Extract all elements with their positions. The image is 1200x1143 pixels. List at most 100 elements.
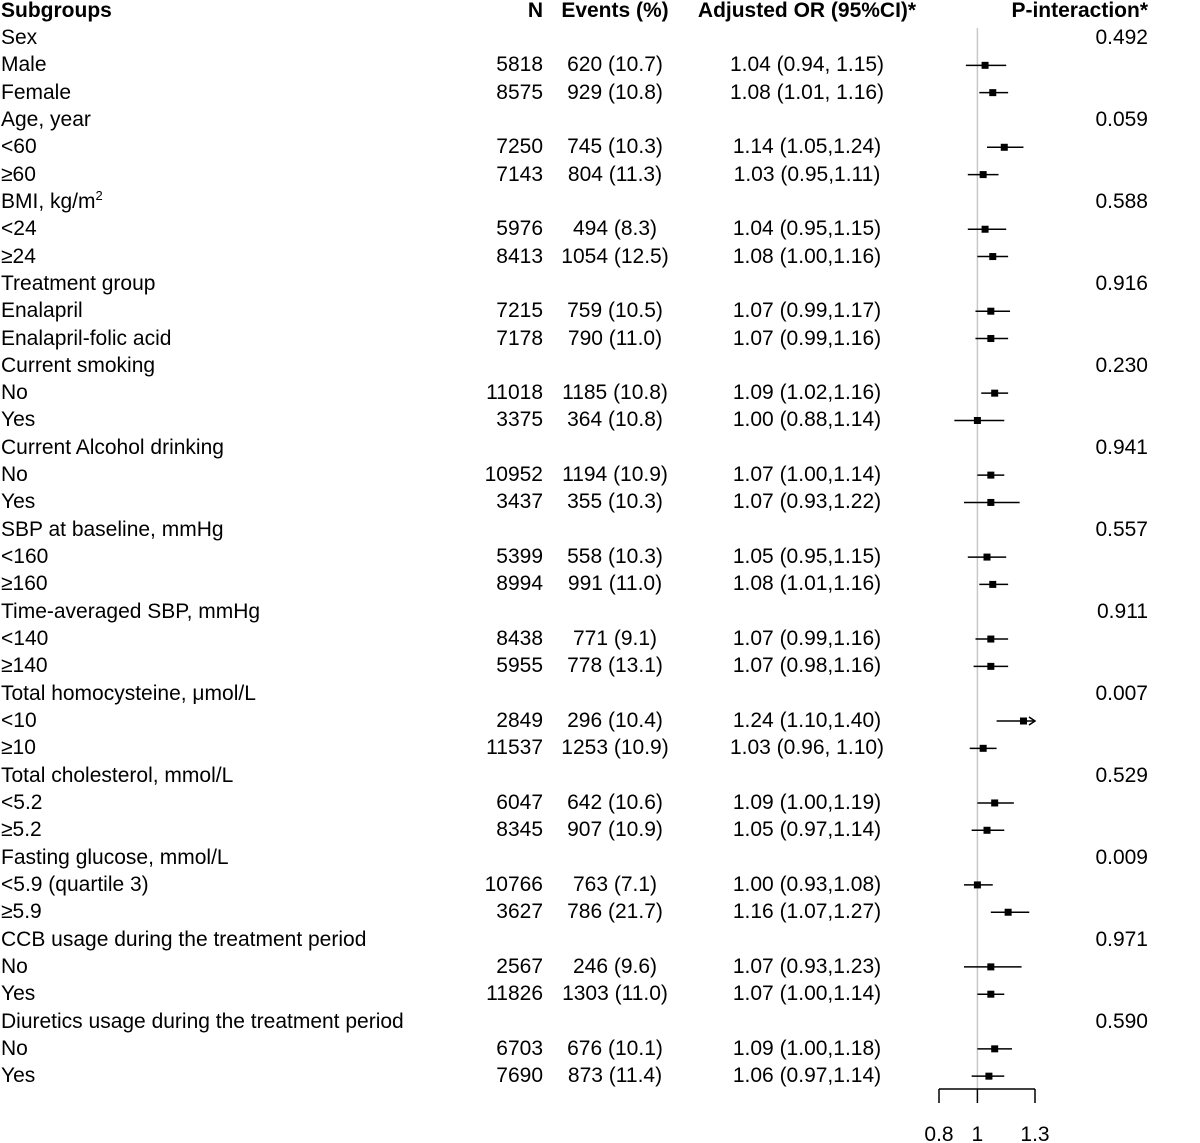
group-label: Total homocysteine, μmol/L (1, 681, 256, 705)
point-estimate (985, 1072, 993, 1080)
or-ci-value: 1.24 (1.10,1.40) (732, 709, 882, 732)
events-value: 771 (9.1) (572, 627, 658, 651)
or-ci-value: 1.08 (1.00,1.16) (732, 244, 882, 268)
n-value: 7250 (496, 135, 543, 159)
group-label: Current Alcohol drinking (1, 435, 224, 459)
group-label: SBP at baseline, mmHg (1, 517, 224, 541)
n-value: 3627 (496, 900, 543, 924)
or-ci-value: 1.14 (1.05,1.24) (732, 135, 882, 159)
header-or: Adjusted OR (95%CI)* (697, 0, 917, 22)
events-value: 759 (10.5) (567, 299, 663, 323)
or-ci-value: 1.07 (0.93,1.22) (732, 490, 882, 514)
events-value: 1185 (10.8) (562, 381, 668, 405)
or-ci-value: 1.07 (1.00,1.14) (732, 982, 882, 1006)
point-estimate (989, 89, 997, 97)
n-value: 8413 (496, 244, 543, 268)
point-estimate (983, 826, 991, 834)
x-tick-label: 0.8 (924, 1123, 953, 1143)
events-value: 790 (11.0) (567, 326, 663, 350)
p-interaction: 0.588 (1095, 189, 1148, 213)
header-n: N (527, 0, 543, 22)
subgroup-label: <60 (1, 135, 37, 159)
n-value: 3437 (496, 490, 543, 514)
or-ci-value: 1.04 (0.94, 1.15) (729, 53, 885, 77)
events-value: 929 (10.8) (567, 80, 663, 104)
n-value: 5955 (496, 654, 543, 678)
point-estimate (987, 471, 995, 479)
subgroup-label: Enalapril-folic acid (1, 326, 172, 350)
subgroup-label: <10 (1, 709, 37, 732)
subgroup-label: Female (1, 80, 72, 104)
point-estimate (981, 61, 989, 69)
p-interaction: 0.230 (1095, 353, 1148, 377)
point-estimate (991, 799, 999, 807)
point-estimate (991, 1045, 999, 1053)
or-ci-value: 1.09 (1.02,1.16) (732, 381, 882, 405)
subgroup-label: ≥24 (1, 244, 36, 268)
or-ci-value: 1.00 (0.88,1.14) (732, 408, 882, 432)
events-value: 873 (11.4) (567, 1064, 663, 1088)
point-estimate (1004, 908, 1012, 916)
n-value: 7143 (496, 162, 543, 186)
point-estimate (1000, 143, 1008, 151)
subgroup-label: Enalapril (1, 299, 83, 323)
n-value: 11018 (486, 381, 543, 405)
n-value: 5976 (496, 217, 543, 241)
or-ci-value: 1.05 (0.95,1.15) (732, 545, 882, 569)
events-value: 494 (8.3) (572, 217, 658, 241)
n-value: 7178 (496, 326, 543, 350)
n-value: 7215 (496, 299, 543, 323)
subgroup-label: ≥140 (1, 654, 48, 678)
group-label: Sex (1, 26, 38, 49)
or-ci-value: 1.06 (0.97,1.14) (732, 1064, 882, 1088)
n-value: 10766 (484, 872, 543, 896)
subgroup-label: No (1, 463, 28, 487)
p-interaction: 0.590 (1095, 1009, 1148, 1033)
subgroup-label: ≥10 (1, 736, 36, 760)
events-value: 907 (10.9) (567, 818, 663, 842)
events-value: 642 (10.6) (567, 790, 663, 814)
group-label: Current smoking (1, 353, 156, 377)
subgroup-label: ≥60 (1, 162, 36, 186)
p-interaction: 0.941 (1095, 435, 1148, 459)
events-value: 1194 (10.9) (562, 463, 668, 487)
n-value: 8345 (496, 818, 543, 842)
or-ci-value: 1.08 (1.01,1.16) (732, 572, 882, 596)
events-value: 804 (11.3) (567, 162, 663, 186)
subgroup-label: No (1, 381, 28, 405)
subgroup-label: ≥5.2 (1, 818, 42, 842)
n-value: 3375 (496, 408, 543, 432)
group-label-text: BMI, kg/m (1, 189, 96, 213)
header-subgroups: Subgroups (1, 0, 112, 22)
events-value: 355 (10.3) (567, 490, 663, 514)
point-estimate (1019, 717, 1027, 725)
point-estimate (973, 881, 981, 889)
events-value: 620 (10.7) (567, 53, 663, 77)
n-value: 10952 (484, 463, 543, 487)
n-value: 5818 (496, 53, 543, 77)
point-estimate (979, 171, 987, 179)
events-value: 786 (21.7) (567, 900, 663, 924)
or-ci-value: 1.07 (1.00,1.14) (732, 463, 882, 487)
group-label: Total cholesterol, mmol/L (1, 763, 234, 787)
events-value: 676 (10.1) (567, 1036, 663, 1060)
n-value: 8575 (496, 80, 543, 104)
n-value: 11537 (486, 736, 543, 760)
p-interaction: 0.916 (1095, 271, 1148, 295)
point-estimate (991, 389, 999, 397)
subgroup-label: No (1, 954, 28, 978)
or-ci-value: 1.07 (0.93,1.23) (732, 954, 882, 978)
p-interaction: 0.492 (1095, 26, 1148, 49)
superscript: 2 (95, 187, 103, 203)
x-tick-label: 1.3 (1020, 1123, 1049, 1143)
n-value: 7690 (496, 1064, 543, 1088)
or-ci-value: 1.09 (1.00,1.18) (732, 1036, 882, 1060)
subgroup-label: <160 (1, 545, 49, 569)
group-label: Diuretics usage during the treatment per… (1, 1009, 404, 1033)
point-estimate (989, 253, 997, 261)
subgroup-label: <24 (1, 217, 37, 241)
p-interaction: 0.971 (1095, 927, 1148, 951)
n-value: 6703 (496, 1036, 543, 1060)
events-value: 246 (9.6) (572, 954, 658, 978)
